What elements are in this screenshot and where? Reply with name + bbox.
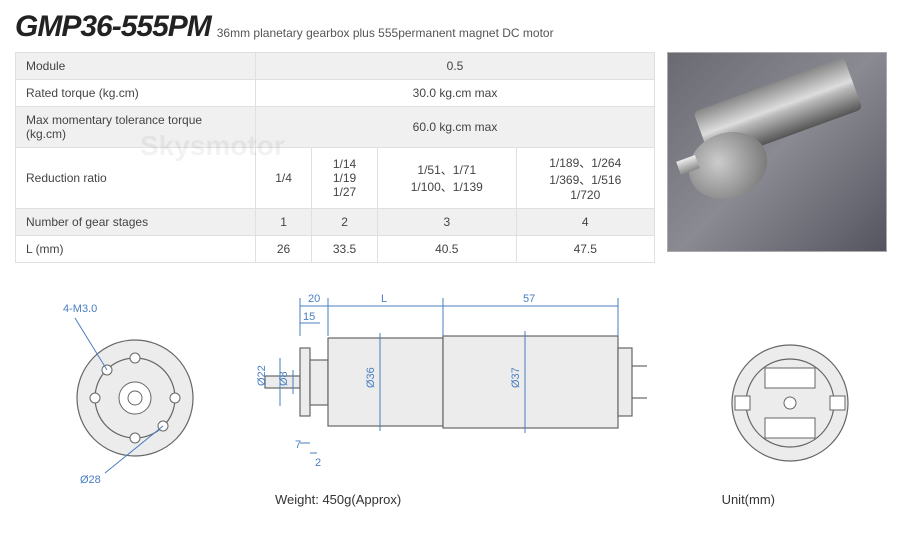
drawing-section: 4-M3.0 Ø28 20 L 57 15 — [15, 288, 895, 488]
table-row: Module0.5 — [16, 53, 655, 80]
row-label: L (mm) — [16, 236, 256, 263]
product-title: GMP36-555PM — [15, 10, 211, 44]
row-label: Module — [16, 53, 256, 80]
dim-d36: Ø36 — [365, 367, 377, 388]
footer: Weight: 450g(Approx) Unit(mm) — [15, 488, 895, 507]
side-flange — [300, 348, 310, 416]
dim-group-top — [300, 298, 618, 336]
front-shaft — [128, 391, 142, 405]
front-hole — [170, 393, 180, 403]
front-hole — [130, 433, 140, 443]
row-label: Number of gear stages — [16, 209, 256, 236]
dim-d8: Ø8 — [278, 371, 290, 386]
product-photo — [667, 52, 887, 252]
row-value: 33.5 — [312, 236, 378, 263]
dim-d37: Ø37 — [510, 367, 522, 388]
row-label: Reduction ratio — [16, 148, 256, 209]
product-subtitle: 36mm planetary gearbox plus 555permanent… — [217, 26, 554, 44]
dim-15: 15 — [303, 311, 315, 323]
rear-slot — [765, 418, 815, 438]
spec-table-body: Module0.5Rated torque (kg.cm)30.0 kg.cm … — [16, 53, 655, 263]
table-row: Max momentary tolerance torque (kg.cm)60… — [16, 107, 655, 148]
row-value: 40.5 — [378, 236, 516, 263]
rear-center — [784, 397, 796, 409]
row-value: 1 — [256, 209, 312, 236]
spec-table: Module0.5Rated torque (kg.cm)30.0 kg.cm … — [15, 52, 655, 263]
dim-2: 2 — [315, 457, 321, 469]
row-value: 2 — [312, 209, 378, 236]
row-value: 60.0 kg.cm max — [256, 107, 655, 148]
unit-label: Unit(mm) — [722, 492, 775, 507]
front-hole — [130, 353, 140, 363]
rear-tab — [735, 396, 750, 410]
table-row: L (mm)2633.540.547.5 — [16, 236, 655, 263]
row-label: Max momentary tolerance torque (kg.cm) — [16, 107, 256, 148]
row-value: 30.0 kg.cm max — [256, 80, 655, 107]
table-row: Rated torque (kg.cm)30.0 kg.cm max — [16, 80, 655, 107]
front-hole — [90, 393, 100, 403]
row-value: 1/4 — [256, 148, 312, 209]
front-hole — [158, 421, 168, 431]
hole-callout: 4-M3.0 — [63, 303, 97, 315]
row-value: 26 — [256, 236, 312, 263]
side-view: 20 L 57 15 Ø22 Ø8 Ø36 Ø37 7 2 — [255, 288, 675, 488]
side-endcap — [618, 348, 632, 416]
row-label: Rated torque (kg.cm) — [16, 80, 256, 107]
table-row: Number of gear stages1234 — [16, 209, 655, 236]
dim-7: 7 — [295, 439, 301, 451]
row-value: 0.5 — [256, 53, 655, 80]
row-value: 47.5 — [516, 236, 654, 263]
dim-57: 57 — [523, 293, 535, 305]
dim-group-bot — [300, 443, 317, 453]
row-value: 1/14 1/19 1/27 — [312, 148, 378, 209]
header: GMP36-555PM 36mm planetary gearbox plus … — [15, 10, 895, 44]
rear-slot — [765, 368, 815, 388]
side-motor — [443, 336, 618, 428]
rear-tab — [830, 396, 845, 410]
rear-view — [715, 318, 865, 488]
top-section: Module0.5Rated torque (kg.cm)30.0 kg.cm … — [15, 52, 895, 263]
side-collar — [310, 360, 328, 405]
table-row: Reduction ratio1/41/14 1/19 1/271/51、1/7… — [16, 148, 655, 209]
weight-label: Weight: 450g(Approx) — [275, 492, 401, 507]
pcd-callout: Ø28 — [80, 474, 101, 486]
row-value: 3 — [378, 209, 516, 236]
dim-L: L — [381, 293, 387, 305]
side-gearbox — [328, 338, 443, 426]
dim-d22: Ø22 — [256, 365, 268, 386]
row-value: 4 — [516, 209, 654, 236]
row-value: 1/51、1/71 1/100、1/139 — [378, 148, 516, 209]
dim-20: 20 — [308, 293, 320, 305]
row-value: 1/189、1/264 1/369、1/516 1/720 — [516, 148, 654, 209]
front-view: 4-M3.0 Ø28 — [45, 298, 215, 488]
